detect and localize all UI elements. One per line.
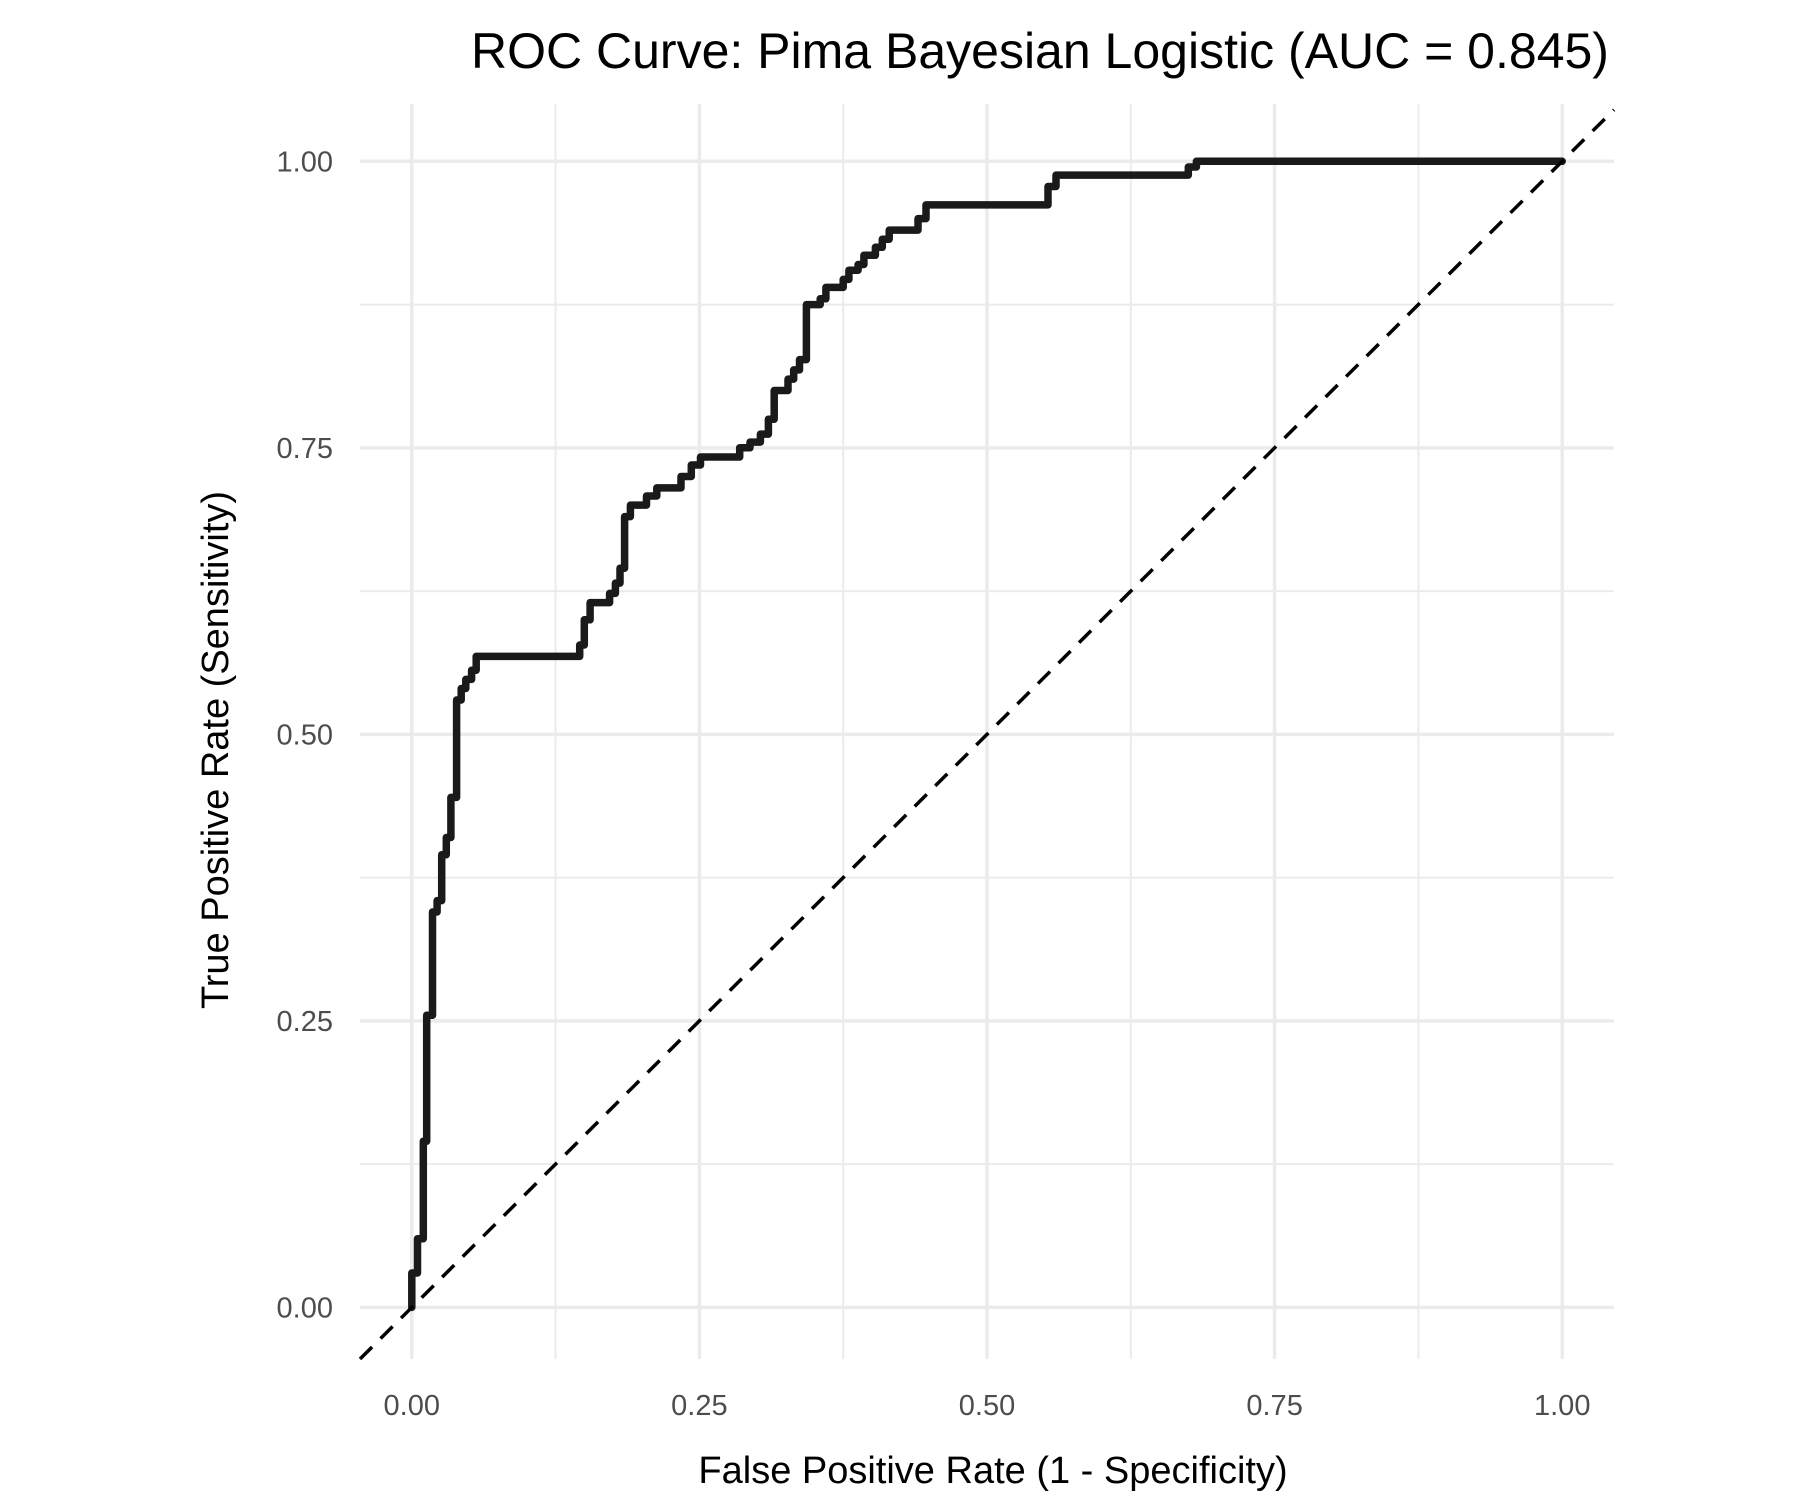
chart-title: ROC Curve: Pima Bayesian Logistic (AUC =… (471, 23, 1609, 79)
x-tick-label: 0.75 (1246, 1390, 1302, 1422)
series-layer (358, 108, 1616, 1361)
major-gridlines (360, 104, 1614, 1359)
y-tick-label: 1.00 (277, 146, 333, 178)
reference-diagonal-line (358, 108, 1616, 1361)
x-axis-ticks: 0.00 0.25 0.50 0.75 1.00 (384, 1390, 1591, 1422)
y-tick-label: 0.25 (277, 1006, 333, 1038)
y-tick-label: 0.00 (277, 1292, 333, 1324)
y-axis-title: True Positive Rate (Sensitivity) (195, 491, 237, 1009)
y-tick-label: 0.75 (277, 433, 333, 465)
x-tick-label: 1.00 (1534, 1390, 1590, 1422)
x-tick-label: 0.25 (671, 1390, 727, 1422)
x-tick-label: 0.50 (959, 1390, 1015, 1422)
roc-curve-line (408, 157, 1566, 1312)
x-tick-label: 0.00 (384, 1390, 440, 1422)
y-axis-ticks: 0.00 0.25 0.50 0.75 1.00 (277, 146, 333, 1324)
y-tick-label: 0.50 (277, 719, 333, 751)
x-axis-title: False Positive Rate (1 - Specificity) (698, 1450, 1287, 1492)
